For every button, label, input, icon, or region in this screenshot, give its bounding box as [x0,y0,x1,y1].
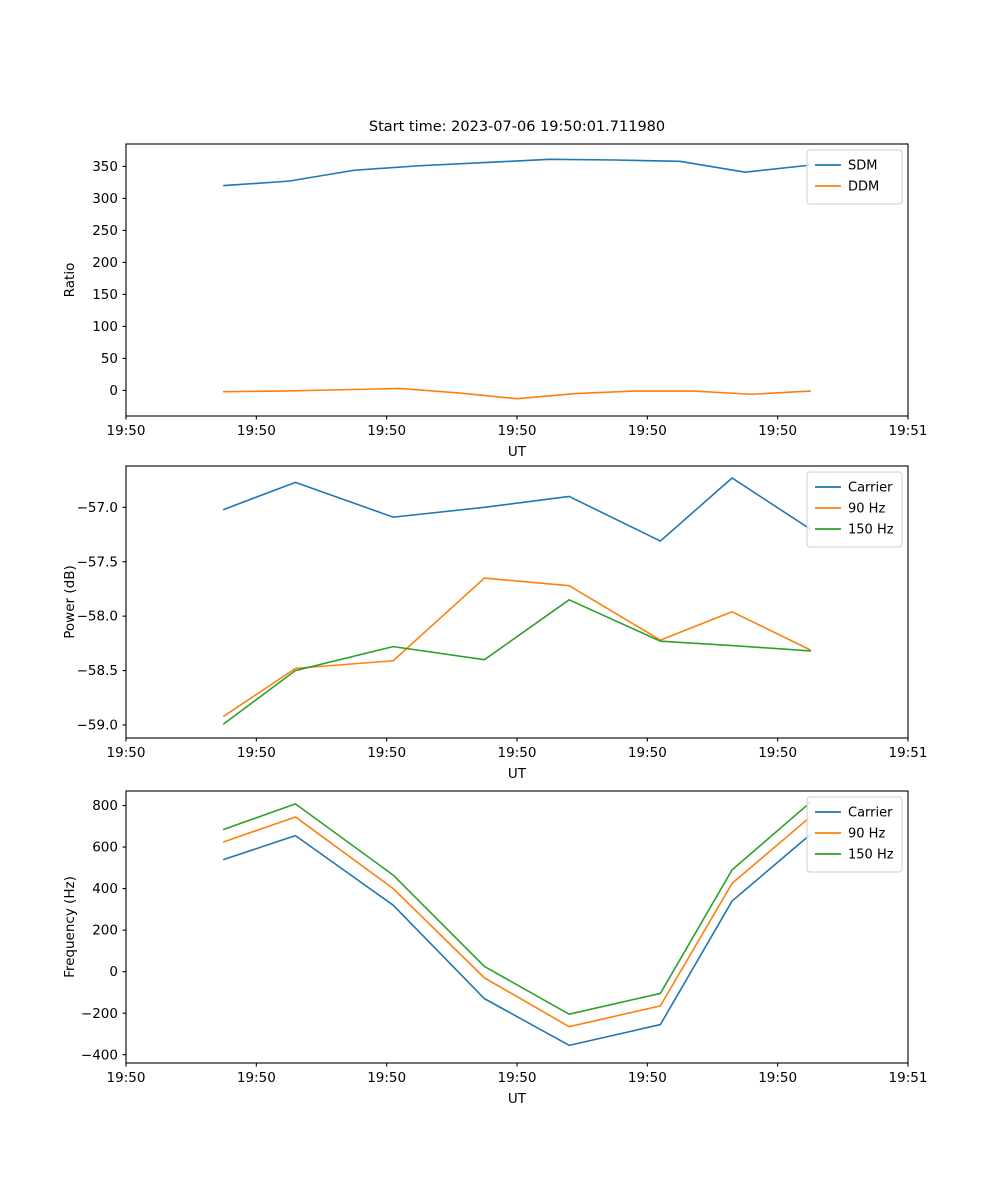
y-axis-label: Ratio [62,263,78,298]
legend-label: SDM [848,158,877,173]
x-tick-label: 19:51 [889,1070,928,1086]
chart-title: Start time: 2023-07-06 19:50:01.711980 [369,119,665,135]
y-tick-label: −57.0 [77,500,118,516]
y-tick-label: 200 [92,255,118,271]
legend-label: 90 Hz [848,826,885,841]
x-tick-label: 19:50 [628,1070,667,1086]
legend-item-90-hz[interactable]: 90 Hz [815,501,885,516]
x-tick-label: 19:51 [889,423,928,439]
x-axis-label: UT [508,444,527,460]
y-tick-label: −57.5 [77,554,118,570]
series-line-90-hz [222,577,812,718]
y-tick-label: −58.5 [77,663,118,679]
x-tick-label: 19:50 [107,745,146,761]
x-tick-label: 19:50 [237,745,276,761]
axes-frame [125,790,909,1064]
x-axis-label: UT [508,766,527,782]
subplot-1: Start time: 2023-07-06 19:50:01.711980 0 5… [62,119,927,460]
legend-item-carrier[interactable]: Carrier [815,805,893,820]
y-tick-label: −400 [81,1047,118,1063]
y-tick-label: 250 [92,223,118,239]
legend-label: DDM [848,179,879,194]
y-tick-label: 200 [92,923,118,939]
series-line-sdm [222,158,812,187]
legend-label: Carrier [848,805,893,820]
subplot-3: −400 −200 0 200 400 600 800 19:50 19:50 19:50 19:5… [62,790,928,1107]
series-line-carrier [222,833,812,1047]
legend-item-ddm[interactable]: DDM [815,179,879,194]
x-tick-label: 19:50 [237,423,276,439]
y-tick-label: 600 [92,840,118,856]
legend-background [806,149,903,205]
x-tick-label: 19:50 [498,1070,537,1086]
legend-2: Carrier 90 Hz 150 Hz [806,471,903,548]
x-tick-label: 19:50 [237,1070,276,1086]
series-line-150-hz [222,599,812,725]
legend-item-150-hz[interactable]: 150 Hz [815,847,894,862]
y-tick-label: 50 [101,351,118,367]
x-tick-label: 19:50 [758,1070,797,1086]
y-tick-label: 0 [109,964,118,980]
y-tick-label: 0 [109,383,118,399]
x-tick-label: 19:50 [107,423,146,439]
y-tick-label: −59.0 [77,718,118,734]
x-tick-label: 19:50 [498,423,537,439]
x-tick-label: 19:50 [628,423,667,439]
x-tick-label: 19:50 [367,1070,406,1086]
subplot-2: −59.0 −58.5 −58.0 −57.5 −57.0 19:50 19:50 19:50… [62,465,928,782]
x-tick-label: 19:50 [498,745,537,761]
y-axis-label: Power (dB) [62,565,78,638]
x-axis-label: UT [508,1091,527,1107]
y-tick-label: 150 [92,287,118,303]
y-tick-label: 350 [92,159,118,175]
y-tick-label: 100 [92,319,118,335]
x-tick-label: 19:50 [367,745,406,761]
series-line-90-hz [222,816,812,1028]
y-axis-label: Frequency (Hz) [62,876,78,978]
x-tick-label: 19:51 [889,745,928,761]
y-tick-label: 400 [92,881,118,897]
legend-label: 150 Hz [848,522,894,537]
x-tick-label: 19:50 [367,423,406,439]
legend-3: Carrier 90 Hz 150 Hz [806,796,903,873]
legend-item-carrier[interactable]: Carrier [815,480,893,495]
legend-item-150-hz[interactable]: 150 Hz [815,522,894,537]
x-tick-label: 19:50 [107,1070,146,1086]
legend-item-90-hz[interactable]: 90 Hz [815,826,885,841]
y-tick-label: 800 [92,798,118,814]
x-tick-label: 19:50 [758,745,797,761]
y-tick-label: 300 [92,191,118,207]
legend-label: Carrier [848,480,893,495]
legend-1: SDM DDM [806,149,903,205]
legend-item-sdm[interactable]: SDM [815,158,877,173]
x-tick-label: 19:50 [758,423,797,439]
axes-frame [125,465,909,739]
y-tick-label: −58.0 [77,609,118,625]
x-tick-label: 19:50 [628,745,667,761]
series-line-carrier [222,477,812,542]
series-line-ddm [222,387,812,400]
y-tick-label: −200 [81,1006,118,1022]
series-line-150-hz [222,801,812,1016]
legend-label: 150 Hz [848,847,894,862]
legend-label: 90 Hz [848,501,885,516]
